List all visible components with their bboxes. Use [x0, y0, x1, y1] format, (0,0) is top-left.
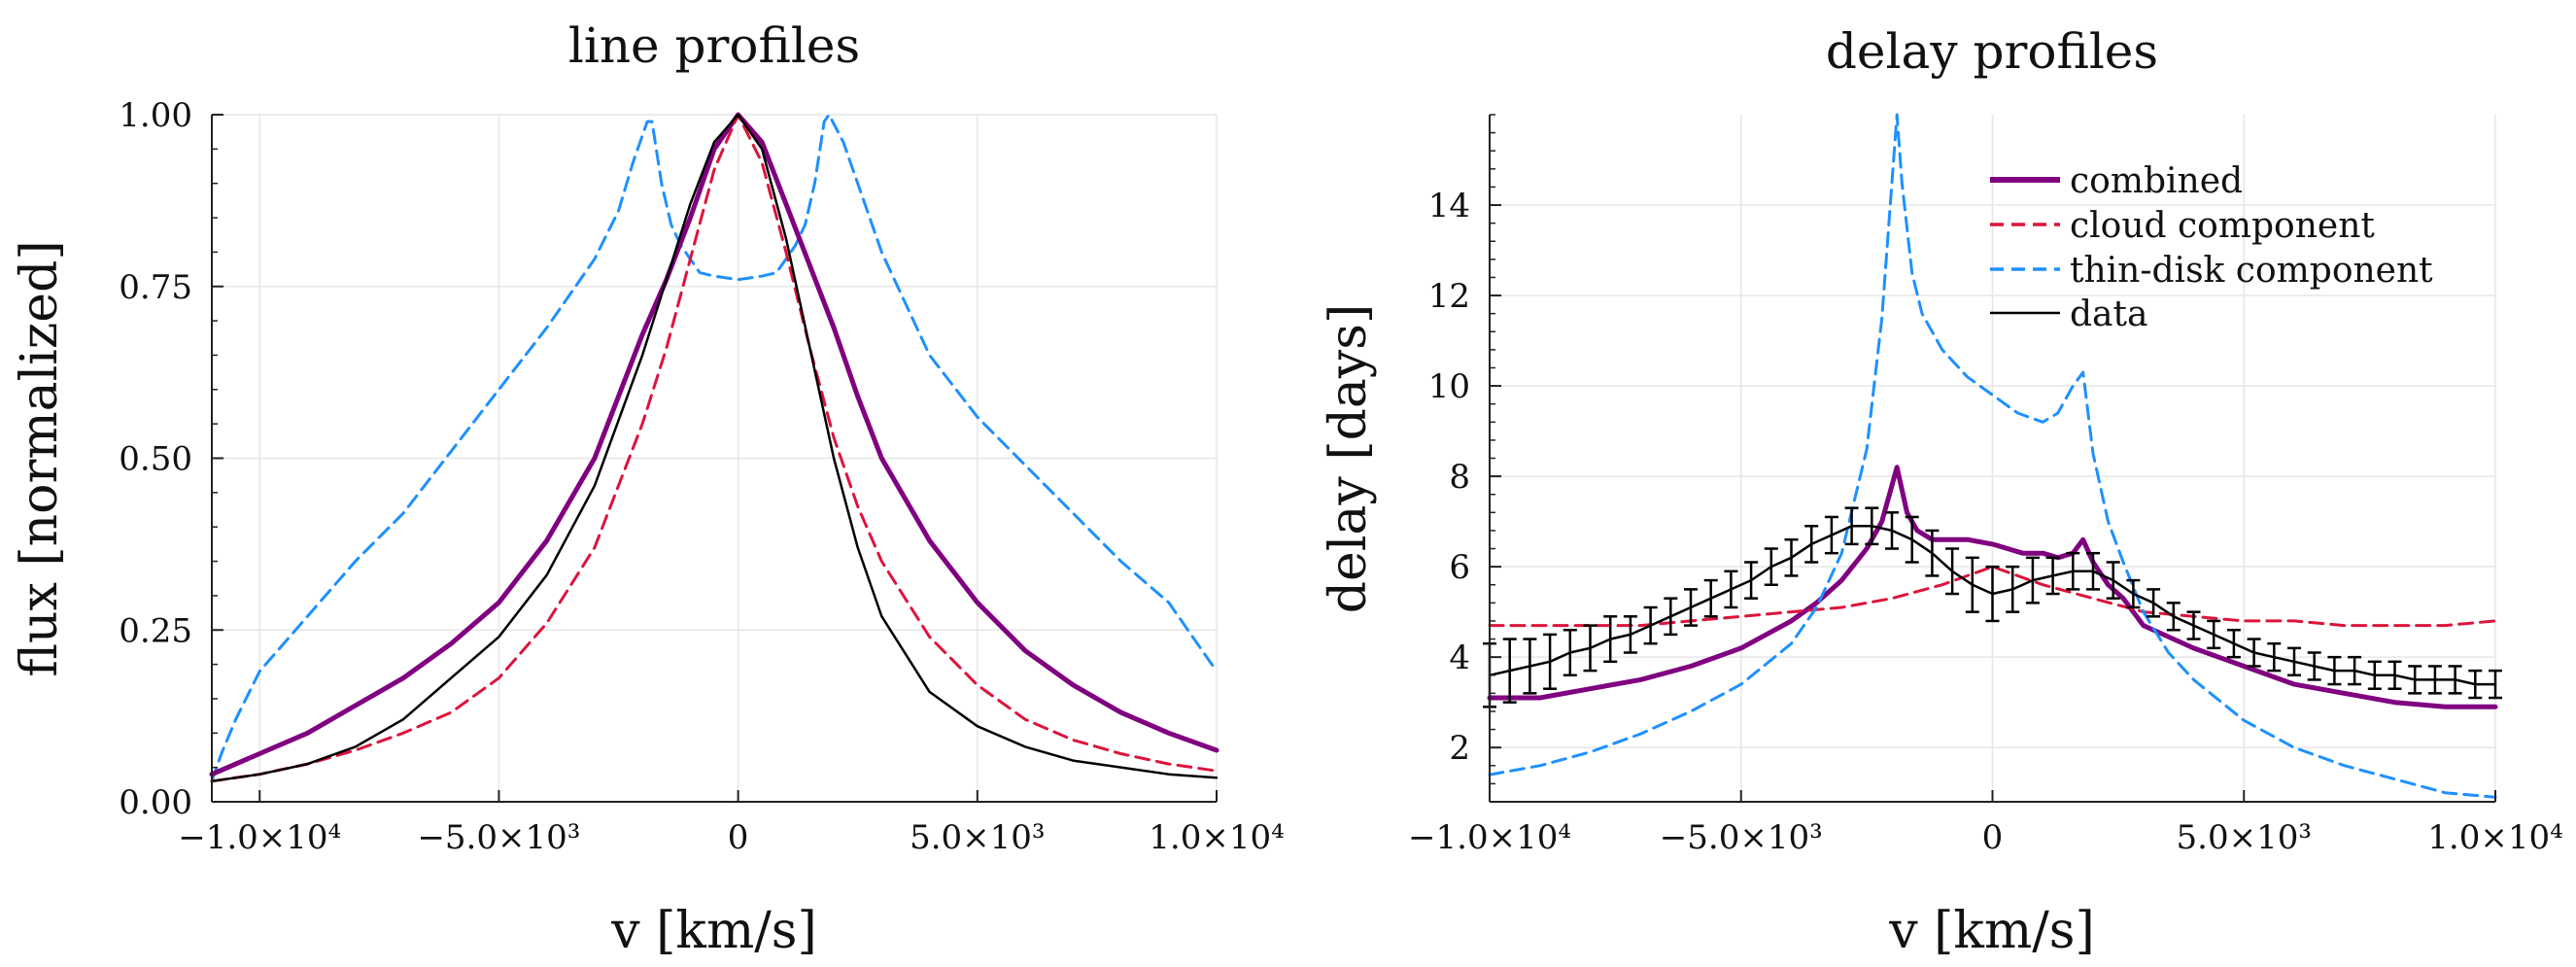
delay-errorbar	[2086, 551, 2100, 591]
delay-ytick-label-2: 6	[1449, 548, 1470, 587]
delay-errorbar	[1804, 525, 1819, 564]
delay-series-thin-disk	[1488, 113, 2497, 799]
delay-errorbar	[2408, 665, 2422, 695]
delay-errorbar	[2367, 660, 2382, 690]
line-series-data	[210, 113, 1219, 783]
delay-errorbar	[1502, 638, 1517, 704]
delay-errorbar	[1764, 547, 1778, 586]
delay-ytick-label-5: 12	[1428, 277, 1470, 316]
delay-errorbar	[2045, 556, 2060, 596]
delay-series-combined	[1487, 465, 2498, 709]
delay-profiles-title: delay profiles	[1826, 23, 2158, 80]
delay-errorbar	[2106, 561, 2120, 600]
delay-errorbar	[2489, 669, 2502, 700]
delay-errorbar	[2226, 629, 2241, 659]
delay-errorbar	[2307, 651, 2321, 681]
legend-label-thin-disk: thin-disk component	[2070, 251, 2433, 291]
line-profiles-title: line profiles	[568, 17, 860, 74]
line-series-combined	[209, 112, 1219, 777]
line-profiles-ylabel: flux [normalized]	[11, 240, 69, 676]
delay-errorbar	[2267, 641, 2282, 673]
delay-errorbar	[2348, 655, 2362, 686]
delay-ytick-label-6: 14	[1428, 187, 1470, 225]
delay-errorbar	[1784, 537, 1799, 577]
delay-xtick-label-3: 5.0×10³	[2177, 818, 2312, 857]
line-profiles-xlabel: v [km/s]	[610, 902, 817, 960]
delay-errorbar	[2427, 665, 2442, 695]
delay-errorbar	[1965, 556, 1979, 613]
delay-errorbar	[1824, 515, 1838, 555]
legend-label-cloud: cloud component	[2070, 206, 2375, 246]
delay-ytick-label-4: 10	[1428, 367, 1470, 406]
delay-errorbar	[1603, 615, 1618, 664]
line-xtick-label-2: 0	[728, 818, 749, 857]
delay-errorbar	[1643, 605, 1658, 645]
delay-xtick-label-4: 1.0×10⁴	[2427, 818, 2562, 857]
delay-errorbar	[1844, 506, 1859, 546]
line-ytick-label-1: 0.25	[119, 611, 192, 650]
delay-errorbar	[1543, 633, 1558, 690]
delay-errorbar	[1985, 565, 2000, 623]
line-series-thin-disk	[210, 113, 1219, 783]
delay-errorbar	[2448, 665, 2462, 695]
legend-label-data: data	[2070, 294, 2147, 334]
delay-profiles-xlabel: v [km/s]	[1888, 902, 2095, 960]
line-xtick-label-3: 5.0×10³	[910, 818, 1045, 857]
delay-ytick-label-3: 8	[1449, 458, 1470, 497]
line-ytick-label-3: 0.75	[119, 268, 192, 307]
line-profiles-panel: line profiles v [km/s] flux [normalized]…	[11, 17, 1285, 960]
delay-errorbar	[1885, 511, 1899, 550]
delay-errorbar	[1945, 547, 1960, 596]
delay-errorbar	[1925, 529, 1940, 577]
delay-errorbar	[2327, 655, 2342, 686]
delay-errorbar	[1664, 597, 1678, 637]
line-ytick-label-4: 1.00	[119, 96, 192, 135]
delay-errorbar	[2287, 646, 2301, 677]
delay-errorbar	[2147, 588, 2161, 618]
delay-errorbar	[1583, 624, 1597, 673]
line-xtick-label-4: 1.0×10⁴	[1149, 818, 1284, 857]
delay-errorbar	[1905, 515, 1919, 564]
delay-errorbar	[1623, 615, 1637, 654]
delay-errorbar	[1523, 638, 1537, 695]
delay-profiles-ylabel: delay [days]	[1320, 304, 1378, 614]
line-xtick-label-1: −5.0×10³	[417, 818, 580, 857]
delay-errorbar	[2387, 660, 2402, 690]
delay-errorbar	[2126, 578, 2141, 609]
delay-xtick-label-2: 0	[1982, 818, 2004, 857]
legend-label-combined: combined	[2070, 161, 2243, 201]
delay-errorbar	[2006, 565, 2020, 613]
delay-errorbar	[2186, 610, 2201, 640]
delay-xtick-label-1: −5.0×10³	[1660, 818, 1823, 857]
delay-ytick-label-1: 4	[1449, 639, 1470, 677]
delay-profiles-panel: delay profiles v [km/s] delay [days] −1.…	[1320, 23, 2563, 960]
delay-errorbar	[1563, 629, 1577, 677]
delay-errorbar	[2247, 638, 2261, 668]
delay-errorbar	[2468, 669, 2483, 700]
delay-errorbar	[1684, 588, 1698, 627]
delay-errorbar	[2166, 602, 2181, 632]
delay-errorbar	[2025, 556, 2040, 604]
delay-ytick-label-0: 2	[1449, 729, 1470, 768]
legend: combined cloud component thin-disk compo…	[1990, 161, 2433, 334]
delay-errorbar	[1744, 561, 1759, 600]
delay-errorbar	[2066, 551, 2080, 591]
line-ytick-label-2: 0.50	[119, 440, 192, 479]
delay-errorbar	[1703, 578, 1718, 618]
line-ytick-label-0: 0.00	[119, 783, 192, 822]
line-xtick-label-0: −1.0×10⁴	[178, 818, 341, 857]
delay-errorbar	[2207, 619, 2221, 650]
delay-xtick-label-0: −1.0×10⁴	[1408, 818, 1571, 857]
delay-errorbar	[1724, 570, 1738, 609]
delay-errorbar	[1865, 506, 1879, 546]
